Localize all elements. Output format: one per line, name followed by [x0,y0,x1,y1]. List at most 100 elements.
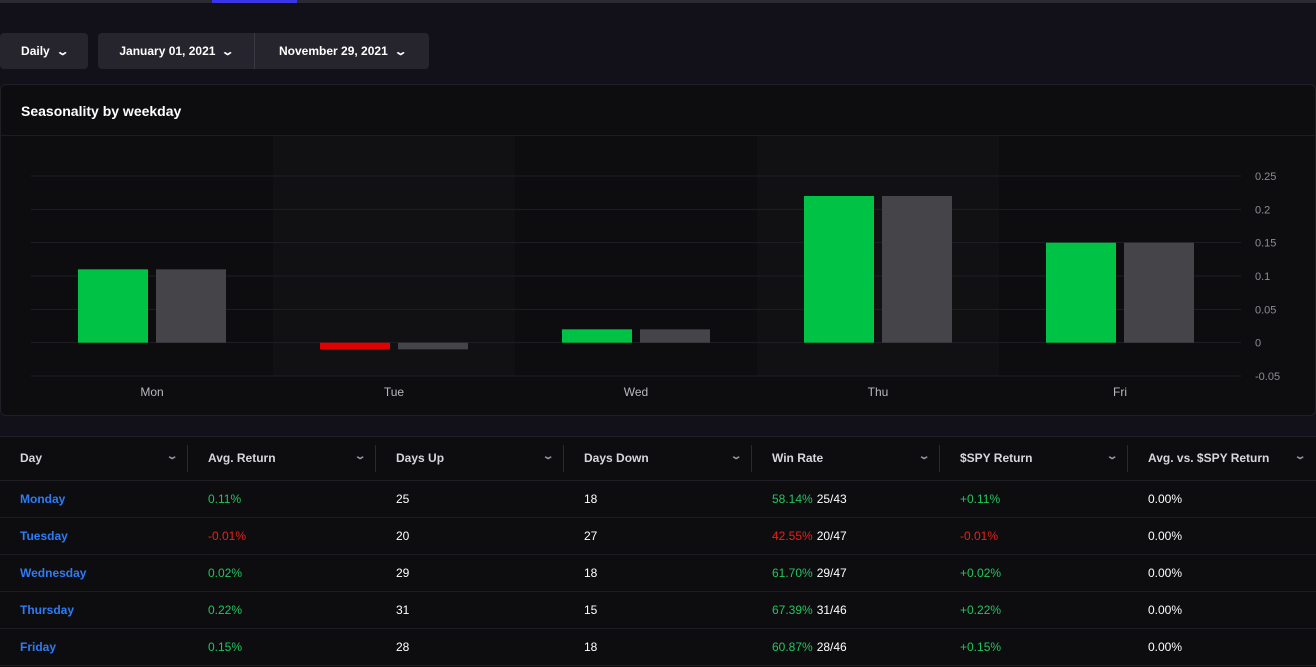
column-header-day[interactable]: Day ⌄ [0,437,188,481]
spy-return-cell: +0.02% [940,554,1128,592]
win-rate-ratio: 29/47 [816,565,847,580]
days-down-cell: 15 [564,591,752,629]
column-header-avg-vs-spy[interactable]: Avg. vs. $SPY Return ⌄ [1128,437,1316,481]
column-header-win-rate[interactable]: Win Rate ⌄ [752,437,940,481]
y-tick-label: 0.2 [1255,204,1270,216]
chevron-down-icon[interactable]: ⌄ [353,451,367,462]
bar-mon-return [78,269,148,343]
win-rate-cell: 58.14% 25/43 [752,480,940,518]
spy-return-cell: +0.22% [940,591,1128,629]
days-up-cell: 28 [376,628,564,666]
chart-band-shade [273,136,515,376]
chevron-down-icon[interactable]: ⌄ [1293,451,1307,462]
win-rate-ratio: 28/46 [816,639,847,654]
win-rate-cell: 60.87% 28/46 [752,628,940,666]
y-tick-label: 0 [1255,338,1261,350]
avg-return-cell: 0.02% [188,554,376,592]
filter-bar: Daily ⌄ January 01, 2021 ⌄ November 29, … [0,33,429,69]
y-tick-label: -0.05 [1255,371,1280,383]
table-header-row: Day ⌄ Avg. Return ⌄ Days Up ⌄ Days Down ⌄ Win Ra… [0,437,1316,481]
table-row: Wednesday 0.02% 29 18 61.70% 29/47 +0.02% 0.00% [0,554,1316,592]
column-header-label: Day [20,451,43,466]
table-row: Tuesday -0.01% 20 27 42.55% 20/47 -0.01% 0.00% [0,517,1316,555]
active-tab-indicator [212,0,297,3]
win-rate-cell: 67.39% 31/46 [752,591,940,629]
end-date-label: November 29, 2021 [279,44,388,58]
avg-return-cell: 0.11% [188,480,376,518]
chart-title: Seasonality by weekday [21,103,182,119]
column-header-spy-return[interactable]: $SPY Return ⌄ [940,437,1128,481]
days-up-cell: 29 [376,554,564,592]
chevron-down-icon: ⌄ [393,45,408,58]
start-date-label: January 01, 2021 [119,44,216,58]
days-down-cell: 18 [564,628,752,666]
seasonality-chart-card: Seasonality by weekday 0.25 0.2 0.15 0.1 0.0… [0,84,1316,416]
y-tick-label: 0.15 [1255,238,1276,250]
end-date-picker[interactable]: November 29, 2021 ⌄ [255,33,429,69]
bar-tue-comparison [398,342,468,350]
win-rate-ratio: 31/46 [816,602,847,617]
avg-vs-spy-cell: 0.00% [1128,591,1316,629]
day-link[interactable]: Wednesday [0,554,188,592]
bar-mon-comparison [156,269,226,343]
days-down-cell: 18 [564,554,752,592]
column-header-days-down[interactable]: Days Down ⌄ [564,437,752,481]
win-rate-percent: 42.55% [772,528,813,543]
start-date-picker[interactable]: January 01, 2021 ⌄ [98,33,255,69]
days-up-cell: 25 [376,480,564,518]
avg-return-cell: -0.01% [188,517,376,555]
win-rate-ratio: 20/47 [816,528,847,543]
bar-wed-comparison [640,329,710,343]
win-rate-cell: 61.70% 29/47 [752,554,940,592]
column-header-label: Days Down [584,451,649,466]
x-tick-label: Thu [868,385,889,399]
column-separator [751,445,752,472]
y-tick-label: 0.25 [1255,171,1276,183]
avg-return-cell: 0.22% [188,591,376,629]
win-rate-percent: 58.14% [772,491,813,506]
win-rate-percent: 61.70% [772,565,813,580]
day-link[interactable]: Tuesday [0,517,188,555]
chevron-down-icon[interactable]: ⌄ [541,451,555,462]
win-rate-percent: 67.39% [772,602,813,617]
chart-band-shade [757,136,999,376]
win-rate-cell: 42.55% 20/47 [752,517,940,555]
table-row: Monday 0.11% 25 18 58.14% 25/43 +0.11% 0.00% [0,480,1316,518]
column-header-avg-return[interactable]: Avg. Return ⌄ [188,437,376,481]
spy-return-cell: -0.01% [940,517,1128,555]
chevron-down-icon[interactable]: ⌄ [917,451,931,462]
avg-vs-spy-cell: 0.00% [1128,554,1316,592]
period-dropdown[interactable]: Daily ⌄ [0,33,88,69]
column-separator [939,445,940,472]
bar-tue-return [320,342,390,350]
days-up-cell: 31 [376,591,564,629]
column-separator [375,445,376,472]
table-row: Thursday 0.22% 31 15 67.39% 31/46 +0.22% 0.00% [0,591,1316,629]
bar-fri-return [1046,242,1116,343]
day-link[interactable]: Friday [0,628,188,666]
days-up-cell: 20 [376,517,564,555]
column-separator [1127,445,1128,472]
chevron-down-icon[interactable]: ⌄ [729,451,743,462]
y-tick-label: 0.05 [1255,304,1276,316]
table-row: Friday 0.15% 28 18 60.87% 28/46 +0.15% 0.00% [0,628,1316,666]
bar-thu-return [804,196,874,343]
x-tick-label: Tue [384,385,405,399]
column-header-days-up[interactable]: Days Up ⌄ [376,437,564,481]
divider [1,135,1315,136]
column-separator [187,445,188,472]
days-down-cell: 18 [564,480,752,518]
day-link[interactable]: Thursday [0,591,188,629]
bar-wed-return [562,329,632,343]
chevron-down-icon[interactable]: ⌄ [165,451,179,462]
column-separator [563,445,564,472]
day-link[interactable]: Monday [0,480,188,518]
x-tick-label: Fri [1113,385,1127,399]
avg-vs-spy-cell: 0.00% [1128,480,1316,518]
seasonality-table: Day ⌄ Avg. Return ⌄ Days Up ⌄ Days Down ⌄ Win Ra… [0,437,1316,666]
x-tick-label: Wed [624,385,648,399]
top-tab-bar [0,0,1316,3]
spy-return-cell: +0.11% [940,480,1128,518]
chevron-down-icon[interactable]: ⌄ [1105,451,1119,462]
avg-vs-spy-cell: 0.00% [1128,628,1316,666]
